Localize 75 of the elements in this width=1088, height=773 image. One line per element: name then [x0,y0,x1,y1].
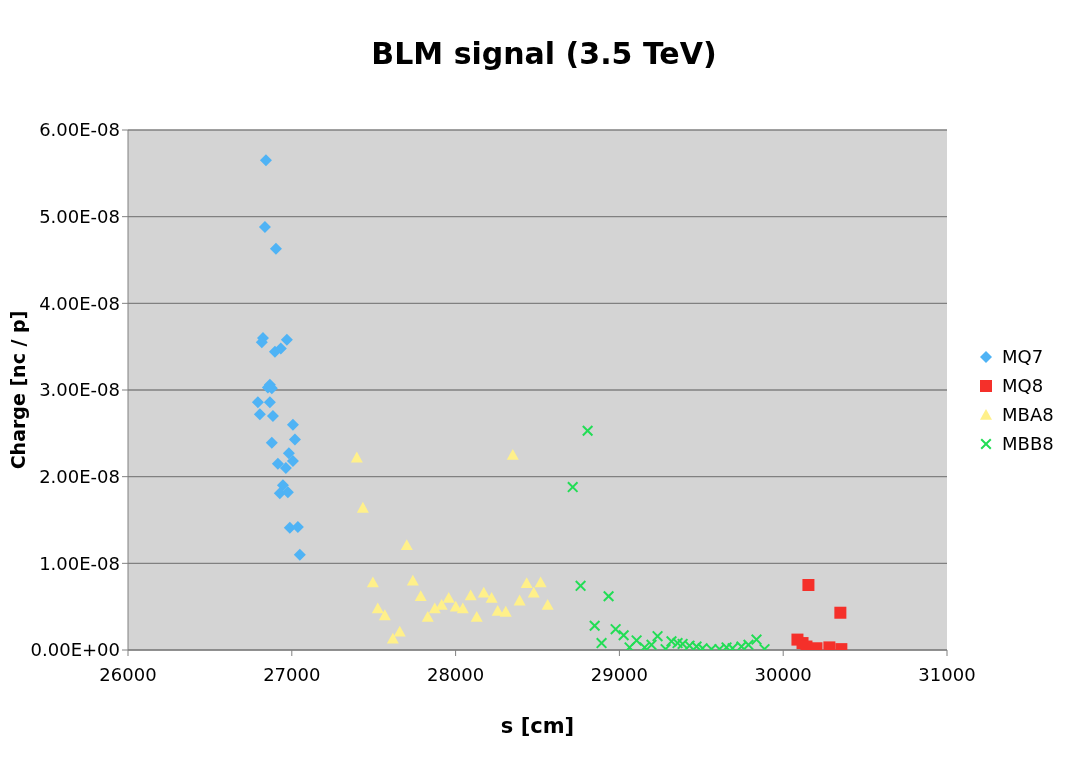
point [421,611,434,622]
point [574,580,587,592]
point [651,630,664,642]
point [259,154,272,167]
point [282,447,295,460]
legend-label: MBA8 [1002,404,1054,425]
x-tick-label: 26000 [99,663,157,685]
point [366,576,379,588]
point [288,433,301,446]
point [271,457,284,470]
point [750,633,763,646]
point [456,602,469,614]
point [566,481,579,493]
point [266,410,279,422]
x-tick-label: 27000 [263,663,321,685]
point [534,576,547,588]
point [464,589,477,601]
point [802,579,815,591]
point [386,632,399,644]
point [280,333,293,346]
point [400,539,413,550]
point [485,592,498,603]
point [279,462,292,474]
point [253,408,266,421]
y-tick-label: 3.00E-08 [39,379,120,401]
chart-title: BLM signal (3.5 TeV) [370,36,718,71]
point [293,548,306,561]
point [269,242,282,255]
point [630,634,643,647]
point [273,487,286,500]
legend-label: MBB8 [1002,433,1054,454]
y-tick-label: 6.00E-08 [39,119,120,141]
point [356,501,369,513]
point [442,592,455,603]
y-tick-label: 4.00E-08 [39,292,120,314]
point [477,586,490,598]
point [609,623,622,635]
point [406,574,419,586]
point [470,611,483,622]
x-axis-title: s [cm] [500,713,575,738]
point [414,590,427,602]
y-tick-label: 2.00E-08 [39,466,120,488]
point [286,418,299,431]
point [602,590,615,603]
point [263,396,276,409]
x-tick-label: 30000 [754,663,812,685]
point [251,396,264,409]
x-tick-label: 31000 [918,663,976,685]
legend-label: MQ7 [1002,346,1044,367]
point [286,455,299,468]
point [595,637,608,649]
y-tick-label: 5.00E-08 [39,206,120,228]
point [834,606,847,619]
y-tick-label: 1.00E-08 [39,552,120,574]
legend-label: MQ8 [1002,375,1044,396]
x-tick-label: 29000 [590,663,649,685]
point [265,436,278,449]
point [393,625,406,637]
point [506,449,519,460]
point [588,619,601,632]
point [378,609,391,621]
point [581,424,594,437]
y-tick-label: 0.00E+00 [30,639,120,661]
point [527,586,540,598]
point [520,577,533,589]
point [513,594,526,606]
y-axis-title: Charge [nc / p] [6,310,29,470]
point [617,629,630,642]
point [541,598,554,610]
x-tick-label: 28000 [426,663,485,685]
point [499,605,512,617]
point [276,479,289,492]
point [350,451,363,463]
point [258,221,271,234]
point [371,602,384,614]
